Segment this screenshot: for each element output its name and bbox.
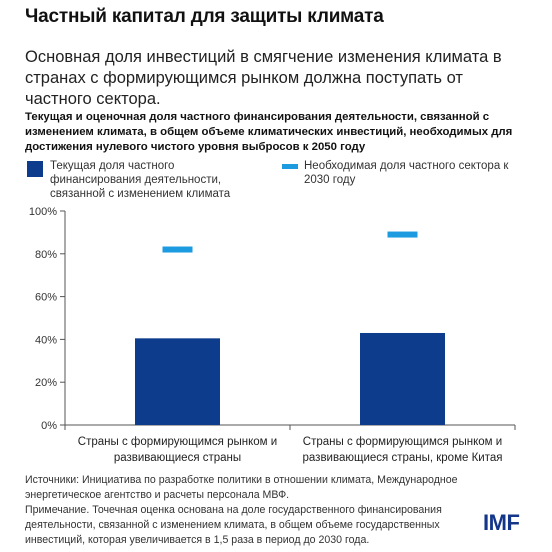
y-tick-label: 20% [35,377,57,389]
x-category-label: Страны с формирующимся рынком и [78,436,277,448]
y-tick-label: 0% [41,420,57,432]
x-category-label: развивающиеся страны [114,452,241,464]
x-category-label: развивающиеся страны, кроме Китая [303,452,503,464]
y-tick-label: 100% [29,206,57,218]
chart-description: Текущая и оценочная доля частного финанс… [25,111,513,153]
imf-logo: IMF [483,510,520,535]
bar-current [135,338,220,425]
bar-current [360,332,445,425]
x-category-label: Страны с формирующимся рынком и [303,436,502,448]
legend-label-current: Текущая доля частного финансирования дея… [50,160,231,200]
note-text: Примечание. Точечная оценка основана на … [25,504,442,546]
chart-title: Частный капитал для защиты климата [25,6,384,27]
sources-text: Источники: Инициатива по разработке поли… [25,474,458,501]
y-tick-label: 60% [35,292,57,304]
chart-subtitle: Основная доля инвестиций в смягчение изм… [25,48,502,108]
marker-needed [162,246,193,253]
y-tick-label: 80% [35,249,57,261]
marker-needed [387,231,418,238]
y-tick-label: 40% [35,334,57,346]
legend-swatch-needed [282,164,298,169]
legend-label-needed: Необходимая доля частного сектора к 2030… [304,160,509,186]
legend-swatch-current [27,161,43,177]
